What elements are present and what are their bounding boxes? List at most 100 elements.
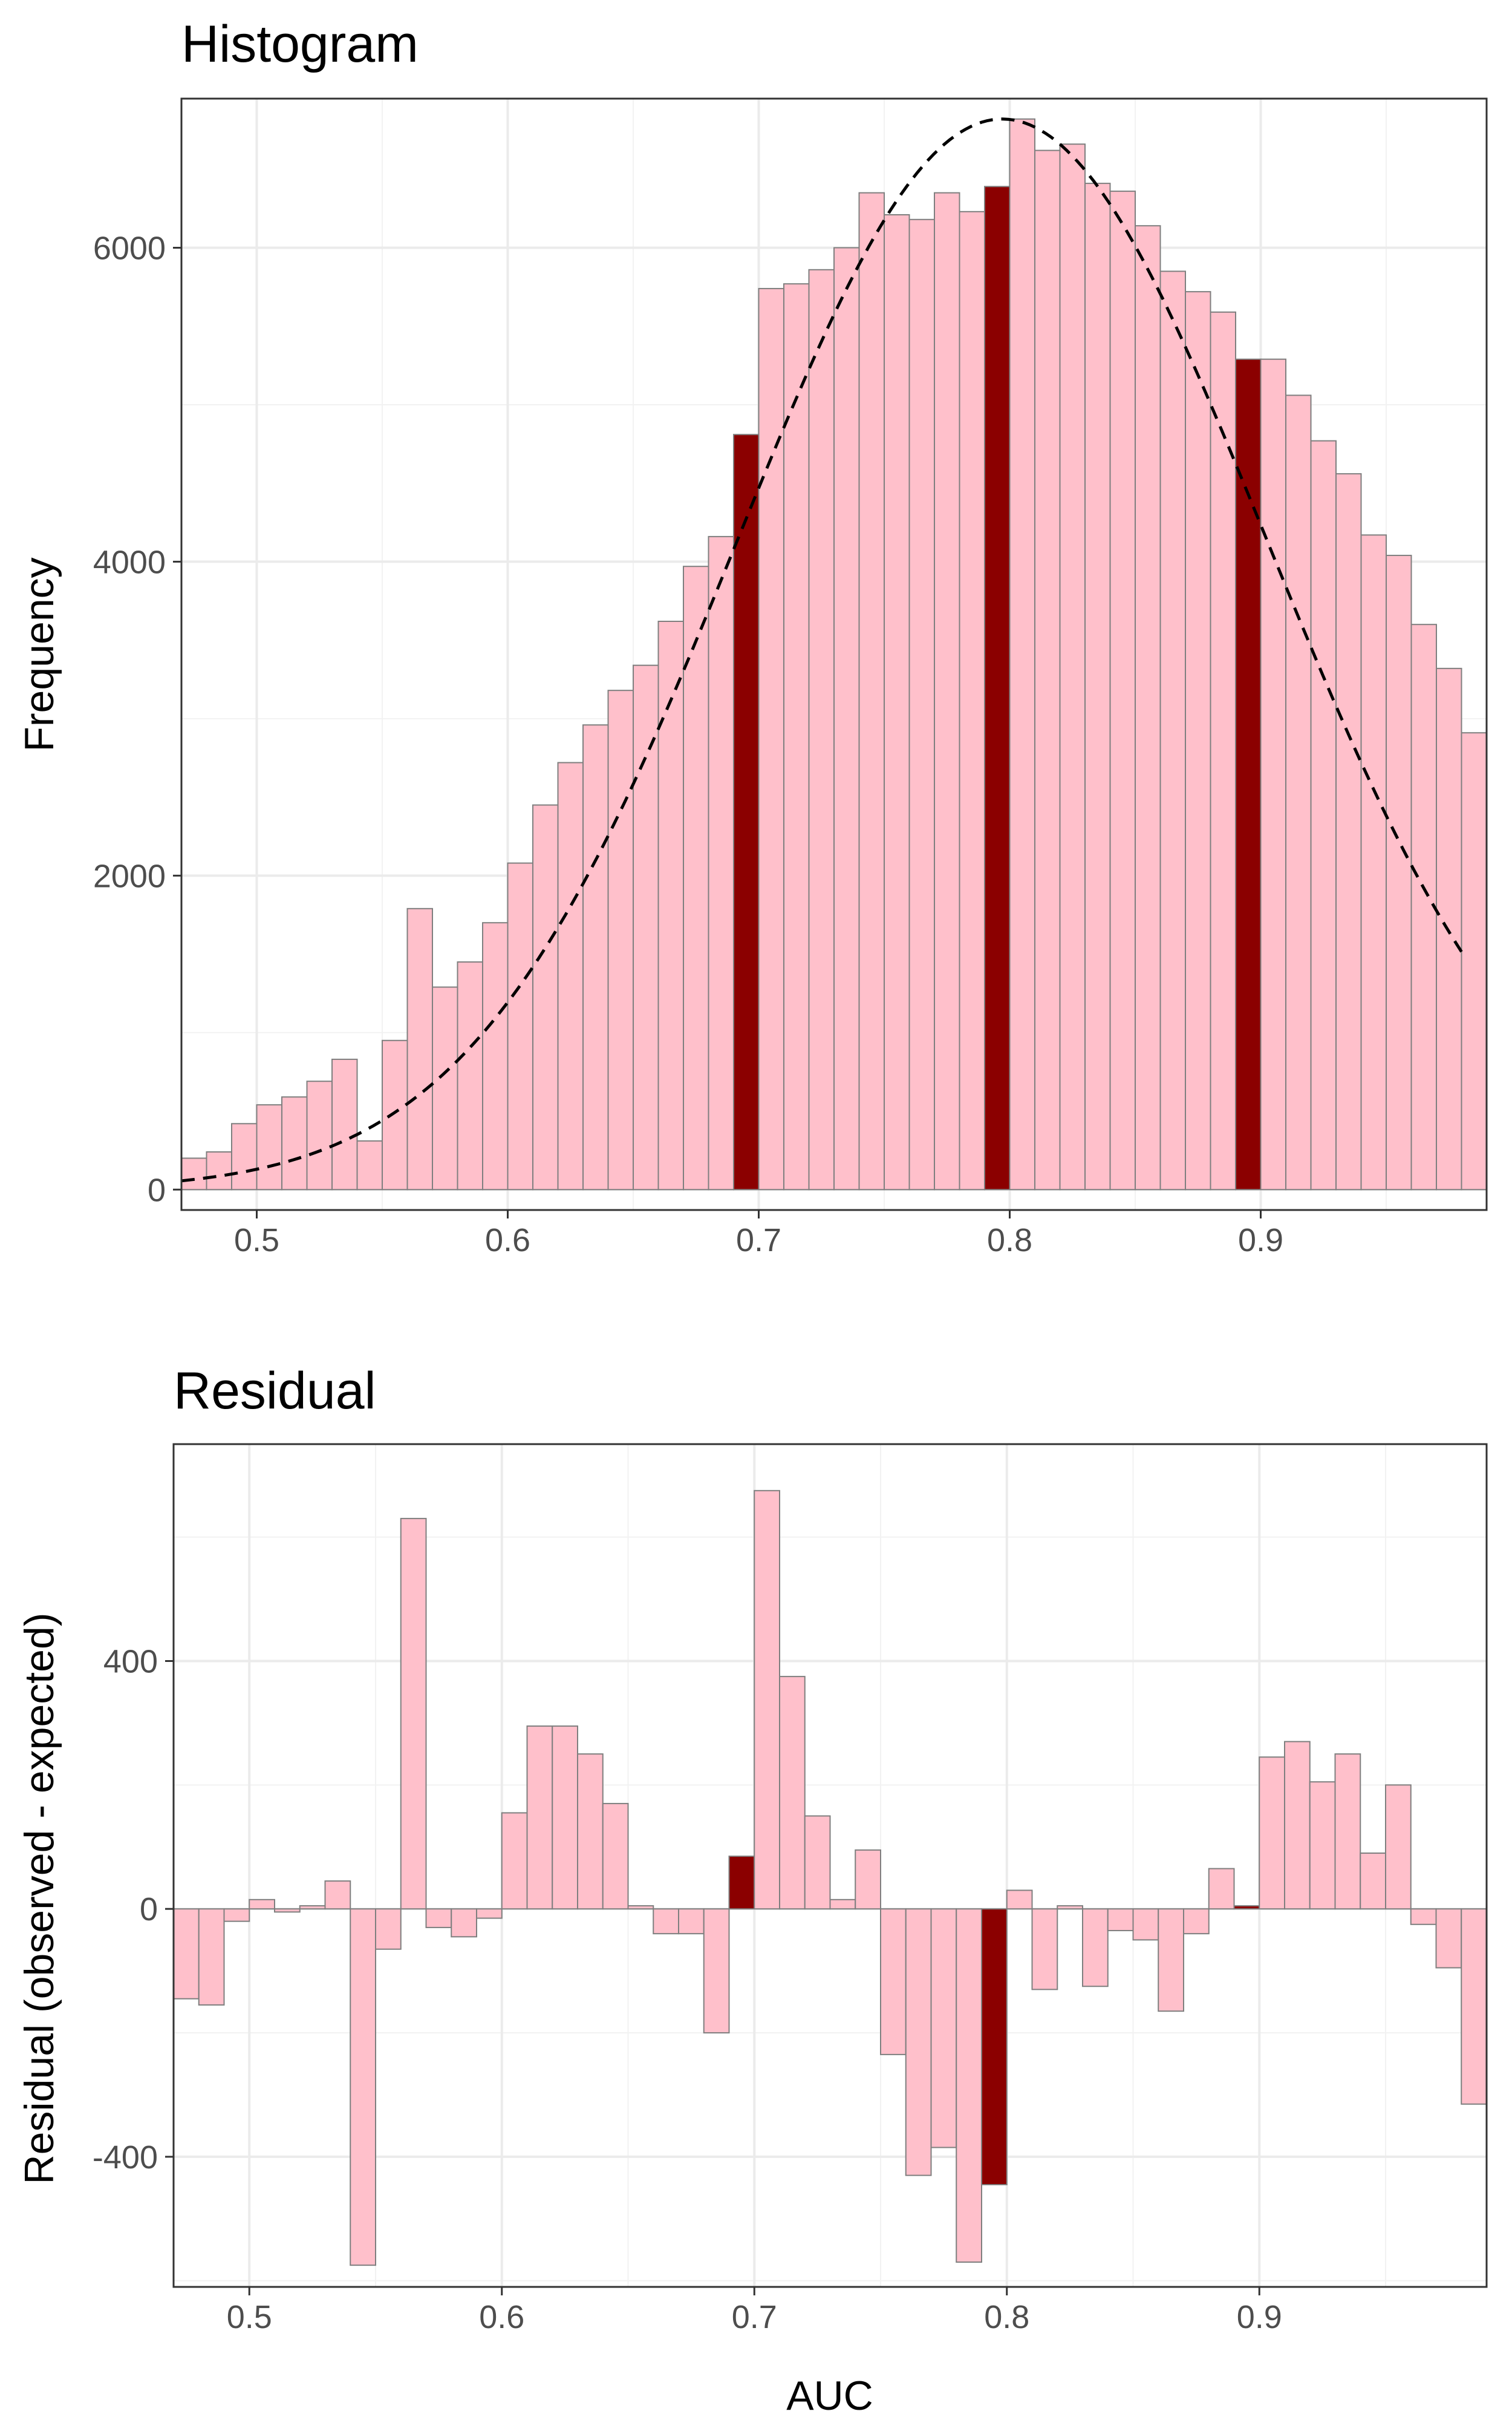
residual-title: Residual [174,1362,376,1420]
histogram-x-tick-label: 0.6 [485,1222,530,1258]
residual-x-tick-label: 0.8 [984,2299,1029,2335]
residual-bar [855,1849,881,1910]
histogram-bar [457,961,483,1191]
histogram-bar [256,1104,282,1191]
residual-bar [779,1676,806,1910]
histogram-bar [382,1039,408,1191]
residual-bar [1435,1908,1462,1969]
residual-bar [324,1880,351,1910]
histogram-bar-highlight [984,186,1011,1191]
histogram-panel: Histogram Frequency 0.5 0.6 0.7 0.8 0.9 0 2000… [16,15,1488,1258]
residual-bar [1208,1868,1235,1910]
histogram-bar [808,269,835,1191]
histogram-y-tick-label: 4000 [93,544,166,580]
residual-x-tick-label: 0.6 [479,2299,524,2335]
residual-bar [552,1725,578,1910]
residual-bar [476,1908,503,1919]
histogram-bar [557,762,584,1191]
histogram-bar [356,1140,383,1191]
residual-y-tick-label: -400 [93,2139,158,2176]
residual-y-tick-label: 400 [103,1643,158,1679]
histogram-bar [532,804,559,1191]
histogram-bar [406,908,433,1191]
residual-bar [956,1908,982,2263]
residual-bar [653,1908,679,1935]
histogram-bar [206,1151,232,1191]
residual-bar [1410,1908,1437,1925]
histogram-y-tick-label: 2000 [93,858,166,894]
residual-bar [1309,1781,1336,1910]
residual-bar [350,1908,376,2266]
histogram-bar [432,986,458,1191]
histogram-axes: 0.5 0.6 0.7 0.8 0.9 0 2000 4000 6000 [93,230,1283,1258]
residual-bar-highlight [981,1908,1008,2185]
residual-bar-highlight [1233,1905,1260,1910]
histogram-bar [1185,291,1211,1191]
residual-bar [451,1908,477,1938]
histogram-bar [1260,358,1286,1191]
residual-bar [804,1815,831,1910]
histogram-bar [858,192,885,1191]
histogram-bar [1159,270,1186,1191]
residual-bar [930,1908,957,2148]
histogram-fit-curve [181,117,1463,1183]
residual-bar [754,1490,780,1910]
residual-bar [299,1905,326,1910]
histogram-bar [1059,143,1086,1191]
histogram-bar [582,724,609,1191]
residual-x-tick-label: 0.5 [227,2299,272,2335]
histogram-bar [1009,118,1035,1191]
histogram-bar [908,218,935,1191]
histogram-bar [783,283,810,1191]
residual-bar [627,1905,654,1910]
residual-bar [1132,1908,1159,1941]
histogram-bar [331,1058,358,1191]
histogram-bar [1135,225,1161,1191]
residual-bar [1006,1889,1033,1910]
residual-bar [577,1753,604,1910]
residual-panel-border [172,1443,1488,2288]
histogram-bars [181,118,1487,1191]
histogram-bar [708,535,734,1191]
residual-bar [880,1908,907,2055]
residual-bar [1461,1908,1487,2105]
histogram-x-tick-label: 0.9 [1238,1222,1283,1258]
residual-y-tick-label: 0 [140,1891,158,1928]
histogram-bar [1109,191,1136,1191]
histogram-bar [1084,183,1111,1191]
histogram-bar [884,214,910,1191]
histogram-bar [231,1123,258,1191]
residual-bar [1284,1741,1311,1910]
residual-bar [400,1517,427,1910]
histogram-y-tick-label: 6000 [93,230,166,266]
histogram-bar [1461,732,1487,1191]
histogram-panel-border [180,97,1488,1211]
histogram-bar [1210,311,1236,1191]
residual-bar [173,1908,200,2000]
histogram-bar [1310,440,1337,1191]
residual-bar [829,1898,856,1910]
residual-bar [1259,1756,1285,1910]
residual-x-axis-label: AUC [786,2373,873,2419]
histogram-bar [1386,555,1412,1191]
histogram-bar [1034,149,1061,1191]
histogram-x-tick-label: 0.7 [736,1222,781,1258]
residual-bar [375,1908,402,1950]
histogram-bar [683,566,709,1191]
histogram-bar-highlight [1235,358,1262,1191]
histogram-bar [281,1096,308,1191]
residual-bar [905,1908,932,2176]
histogram-bar [657,621,684,1191]
histogram-x-tick-label: 0.8 [987,1222,1032,1258]
residual-panel: Residual Residual (observed - expected) … [16,1362,1488,2419]
residual-bar [526,1725,553,1910]
residual-bar [274,1908,301,1913]
residual-bar [1107,1908,1134,1932]
histogram-bar [833,247,860,1191]
histogram-x-tick-label: 0.5 [234,1222,279,1258]
residual-x-tick-label: 0.9 [1237,2299,1282,2335]
residual-bar [1385,1784,1412,1910]
residual-axes: 0.5 0.6 0.7 0.8 0.9 -400 0 400 [93,1643,1282,2335]
histogram-title: Histogram [181,15,419,73]
